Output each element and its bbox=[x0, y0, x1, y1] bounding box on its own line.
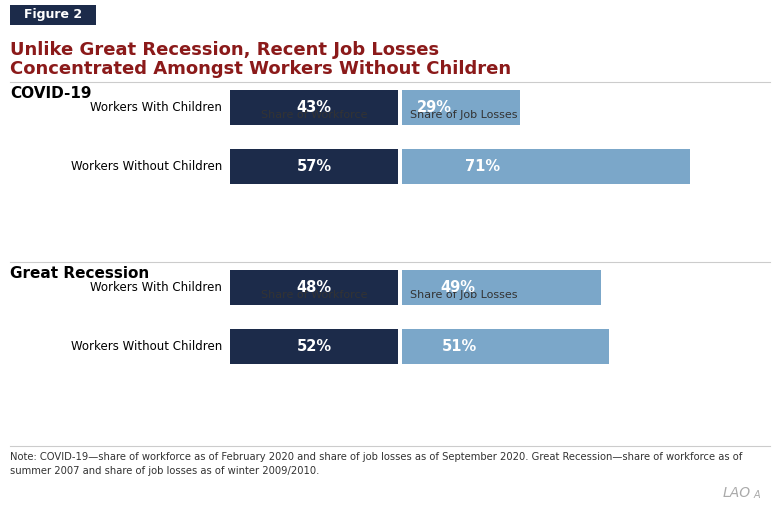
Text: Figure 2: Figure 2 bbox=[24, 8, 82, 22]
Text: Share of Workforce: Share of Workforce bbox=[261, 110, 367, 120]
Text: Workers Without Children: Workers Without Children bbox=[71, 340, 222, 353]
Text: Concentrated Amongst Workers Without Children: Concentrated Amongst Workers Without Chi… bbox=[10, 60, 511, 78]
Text: 43%: 43% bbox=[296, 100, 331, 115]
Text: COVID-19: COVID-19 bbox=[10, 86, 91, 101]
Text: LAO: LAO bbox=[723, 486, 751, 500]
Bar bbox=[10, 5, 96, 25]
Bar bbox=[230, 90, 398, 125]
Text: 49%: 49% bbox=[440, 280, 475, 295]
Bar bbox=[230, 149, 398, 184]
Text: Great Recession: Great Recession bbox=[10, 266, 150, 281]
Text: Share of Job Losses: Share of Job Losses bbox=[410, 110, 517, 120]
Text: 71%: 71% bbox=[465, 159, 500, 174]
Text: 57%: 57% bbox=[296, 159, 331, 174]
Text: 51%: 51% bbox=[442, 339, 477, 354]
Text: 29%: 29% bbox=[417, 100, 452, 115]
Text: 52%: 52% bbox=[296, 339, 331, 354]
Text: Share of Workforce: Share of Workforce bbox=[261, 290, 367, 300]
Text: 48%: 48% bbox=[296, 280, 331, 295]
Bar bbox=[402, 270, 601, 305]
Text: Workers With Children: Workers With Children bbox=[90, 101, 222, 114]
Bar bbox=[230, 270, 398, 305]
Bar bbox=[402, 149, 690, 184]
Text: Workers With Children: Workers With Children bbox=[90, 281, 222, 294]
Text: Share of Job Losses: Share of Job Losses bbox=[410, 290, 517, 300]
Text: Workers Without Children: Workers Without Children bbox=[71, 160, 222, 173]
Bar bbox=[402, 329, 609, 364]
Text: Note: COVID-19—share of workforce as of February 2020 and share of job losses as: Note: COVID-19—share of workforce as of … bbox=[10, 452, 743, 476]
Bar bbox=[402, 90, 519, 125]
Bar bbox=[230, 329, 398, 364]
Text: Unlike Great Recession, Recent Job Losses: Unlike Great Recession, Recent Job Losse… bbox=[10, 41, 439, 59]
Text: A: A bbox=[754, 490, 760, 500]
